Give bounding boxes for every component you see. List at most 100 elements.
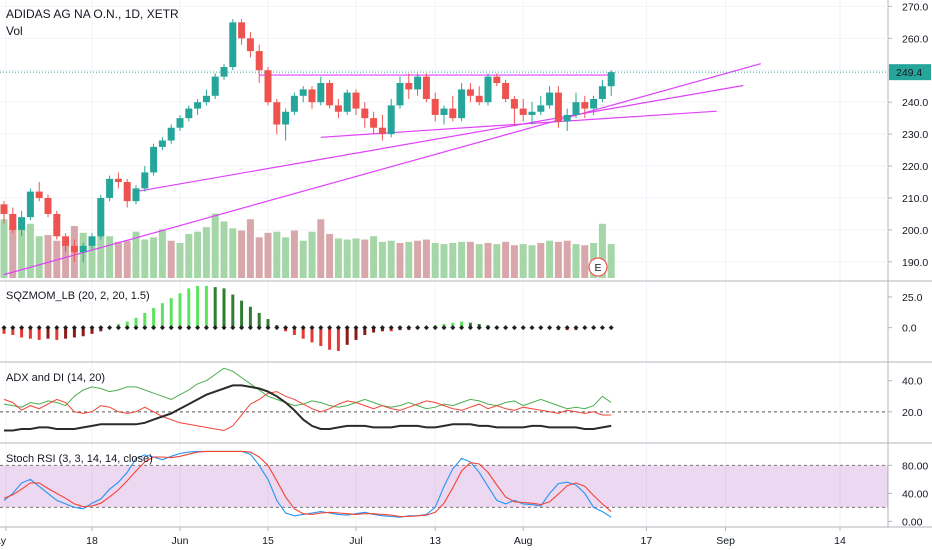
candle-body [405,83,413,90]
candle-body [70,245,78,253]
sqz-dot [423,325,429,331]
sqz-bar [240,300,244,328]
sqz-dot [19,325,25,331]
price-tick-label: 220.0 [902,161,928,173]
volume-bar [88,237,96,278]
candle-body [396,83,404,106]
sqz-bar [90,327,94,334]
volume-bar [431,242,439,278]
sqz-dot [459,325,465,331]
volume-bar [202,227,210,278]
candle-body [18,217,26,230]
sqz-bar [319,327,323,347]
sqz-dot [300,325,306,331]
candle-body [528,111,536,115]
price-tick-label: 190.0 [902,257,928,269]
sqz-dot [397,325,403,331]
sqz-dot [344,325,350,331]
candle-body [185,108,193,119]
sqz-dot [538,325,544,331]
sqz-dot [432,325,438,331]
sqz-dot [485,325,491,331]
volume-bar [493,244,501,278]
volume-bar [466,241,474,278]
sqz-bar [81,327,85,337]
price-tick-label: 270.0 [902,1,928,13]
sqz-dot [98,325,104,331]
candle-body [282,111,290,125]
sqz-dot [247,325,253,331]
candle-body [123,182,131,202]
sqz-dot [591,325,597,331]
sqz-dot [45,325,51,331]
sqz-dot [168,325,174,331]
sqz-dot [159,325,165,331]
sqz-bar [37,327,41,340]
volume-bar [537,242,545,278]
sqz-dot [379,325,385,331]
volume-bar [264,232,272,278]
candle-body [35,191,43,198]
volume-bar [97,230,105,278]
time-tick-label: Aug [514,535,533,547]
volume-bar [458,241,466,278]
price-tick-label: 230.0 [902,129,928,141]
earnings-marker-label: E [594,262,601,274]
volume-bar [581,245,589,278]
candle-body [202,95,210,103]
volume-bar [396,242,404,278]
candle-body [88,236,96,246]
volume-bar [484,242,492,278]
sqz-bar [11,327,15,335]
candle-body [176,118,184,128]
volume-bar [361,239,369,278]
sqz-dot [115,325,121,331]
sqz-dot [256,325,262,331]
volume-bar [475,244,483,278]
sqz-bar [213,287,217,328]
sqz-dot [467,325,473,331]
volume-bar [449,242,457,278]
candle-body [510,98,518,109]
volume-bar [343,239,351,278]
sqz-dot [274,325,280,331]
volume-bar [185,233,193,278]
sqz-bar [363,327,367,335]
sqz-dot [318,325,324,331]
sqz-dot [151,325,157,331]
candle-body [519,108,527,115]
sqz-tick-label: 0.0 [902,323,917,335]
sqz-dot [177,325,183,331]
sqz-bar [196,285,200,328]
candle-body [264,70,272,103]
volume-bar [510,245,518,278]
sqz-bar [134,317,138,328]
sqz-dot [291,325,297,331]
candle-body [378,127,386,135]
sqz-bar [64,327,68,339]
sqz-bar [301,327,305,339]
sqz-bar [292,327,296,335]
volume-bar [26,223,34,278]
trendline [3,63,761,276]
candle-body [414,76,422,90]
volume-bar [546,240,554,278]
candle-body [167,127,175,141]
sqz-dot [212,325,218,331]
volume-bar [422,239,430,278]
volume-bar [150,237,158,278]
candle-body [158,140,166,147]
volume-bar [299,240,307,278]
sqz-bar [345,327,349,345]
volume-bar [9,226,17,278]
candle-body [537,105,545,112]
volume-bar [255,237,263,278]
sqz-bar [169,298,173,328]
sqz-dot [371,325,377,331]
candle-body [475,95,483,103]
candle-body [422,76,430,99]
sqz-dot [186,325,192,331]
sqz-bar [28,327,32,339]
sqz-dot [142,325,148,331]
sqz-dot [63,325,69,331]
